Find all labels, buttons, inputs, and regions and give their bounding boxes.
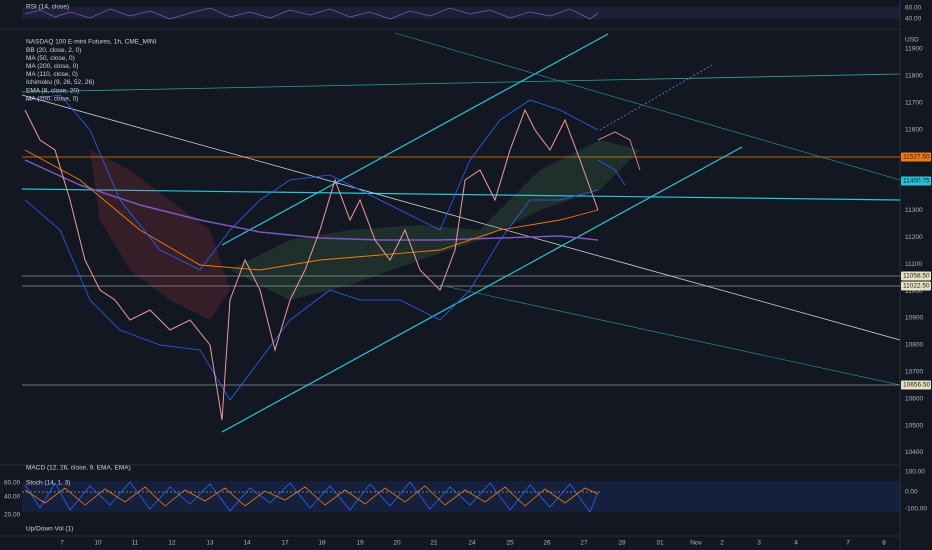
- price-tag-label: 11527.50: [903, 154, 930, 161]
- legend-item: MA (110, close, 0): [26, 71, 78, 78]
- left-axis-label: 40.00: [4, 494, 21, 501]
- bb-lower: [24, 189, 599, 401]
- price-axis-label: 10400: [905, 449, 923, 456]
- price-axis-label: 11900: [905, 46, 923, 53]
- price-axis-label: 10700: [905, 369, 923, 376]
- trend-line: [21, 73, 901, 93]
- lower-legend: Up/Down Vol (1): [26, 526, 73, 533]
- price-tag: [901, 176, 931, 186]
- time-axis-label: 25: [506, 540, 514, 547]
- price-tag-label: 11400.75: [903, 178, 930, 185]
- stoch-k: [24, 481, 599, 513]
- time-axis-label: 27: [580, 540, 588, 547]
- time-axis-label: 8: [882, 540, 886, 547]
- price-tag: [901, 281, 931, 291]
- time-axis-label: 7: [60, 540, 64, 547]
- currency: USD: [905, 37, 919, 44]
- legend-item: MA (200, close, 0): [26, 63, 78, 70]
- time-axis-label: 4: [794, 540, 798, 547]
- time-axis-label: 17: [281, 540, 289, 547]
- legend-item: EMA (8, close, 20): [26, 87, 79, 94]
- time-axis-label: 14: [243, 540, 251, 547]
- price-axis-label: 10600: [905, 395, 923, 402]
- bb-upper: [24, 94, 599, 271]
- price-axis-label: 11000: [905, 288, 923, 295]
- channel-top: [221, 33, 609, 246]
- price-axis-label: 11600: [905, 126, 923, 133]
- price-axis-label: 11100: [905, 261, 922, 268]
- trend-line: [394, 32, 901, 181]
- lower-legend: MACD (12, 26, close, 9, EMA, EMA): [26, 465, 131, 472]
- rsi-label: RSI (14, close): [26, 4, 69, 11]
- price-tag: [901, 152, 931, 162]
- price-tag: [901, 271, 931, 281]
- time-axis-label: 19: [356, 540, 364, 547]
- cloud: [230, 140, 640, 300]
- trend-line: [21, 188, 901, 201]
- right-axis-label: -100.00: [905, 506, 927, 513]
- stoch-d: [24, 485, 599, 507]
- left-axis-label: 20.00: [4, 512, 21, 519]
- price-tag-label: 11058.50: [903, 273, 930, 280]
- left-axis-label: 80.00: [4, 480, 21, 487]
- price-axis-label: 11700: [905, 100, 923, 107]
- rsi-axis-label: 60.00: [905, 5, 922, 12]
- time-axis-label: 2: [720, 540, 724, 547]
- time-axis-label: 12: [168, 540, 176, 547]
- time-axis-label: 28: [618, 540, 626, 547]
- time-axis-label: 18: [318, 540, 326, 547]
- rsi-band: [22, 7, 900, 19]
- channel-bottom: [221, 146, 743, 433]
- time-axis-label: 7: [846, 540, 850, 547]
- time-axis-label: 26: [543, 540, 551, 547]
- rsi-line: [24, 7, 599, 20]
- trend-line: [21, 94, 901, 341]
- legend-item: NASDAQ 100 E-mini Futures, 1h, CME_MINI: [26, 39, 157, 46]
- time-axis-label: 21: [430, 540, 438, 547]
- price-axis-label: 11200: [905, 234, 923, 241]
- forecast: [597, 131, 641, 171]
- price-axis-label: 10900: [905, 315, 923, 322]
- projection: [599, 64, 713, 131]
- forecast: [597, 159, 626, 186]
- price-axis-label: 10500: [905, 422, 923, 429]
- legend-item: Ichimoku (9, 26, 52, 26): [26, 79, 94, 86]
- rsi-axis-label: 40.00: [905, 16, 922, 23]
- time-axis-label: 10: [94, 540, 102, 547]
- right-axis-label: 0.00: [905, 489, 918, 496]
- price-tag-label: 11022.50: [903, 283, 930, 290]
- time-axis-label: 24: [468, 540, 476, 547]
- trend-line: [439, 284, 901, 386]
- ma-110: [24, 149, 599, 271]
- price-line: [24, 108, 599, 421]
- cloud: [90, 150, 230, 320]
- time-axis-label: 20: [393, 540, 401, 547]
- legend-item: BB (20, close, 2, 0): [26, 47, 81, 54]
- time-axis-label: 11: [132, 540, 139, 547]
- time-axis-label: 13: [206, 540, 214, 547]
- lower-legend: Stoch (14, 1, 3): [26, 480, 70, 487]
- price-tag: [901, 380, 931, 390]
- time-axis-label: 3: [757, 540, 761, 547]
- right-axis-label: 100.00: [905, 469, 925, 476]
- price-axis-label: 11300: [905, 207, 923, 214]
- price-axis-label: 10800: [905, 342, 923, 349]
- legend-item: MA (50, close, 0): [26, 55, 75, 62]
- legend-item: MA (200, close, 0): [26, 95, 78, 102]
- price-axis-label: 11800: [905, 73, 923, 80]
- time-axis-label: Nov: [690, 540, 702, 547]
- time-axis-label: 31: [656, 540, 664, 547]
- price-tag-label: 10656.50: [903, 382, 930, 389]
- ma-200: [24, 159, 599, 241]
